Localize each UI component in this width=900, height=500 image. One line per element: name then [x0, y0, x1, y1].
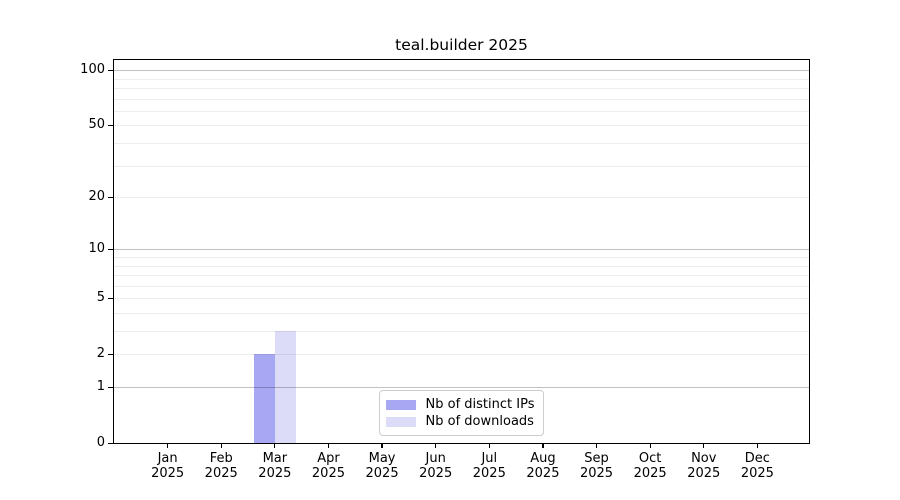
bar-distinct-ips: [253, 354, 275, 443]
x-tick-label: Apr 2025: [296, 451, 360, 481]
legend-row: Nb of downloads: [385, 413, 535, 430]
y-tick-label: 100: [80, 62, 105, 78]
y-tick-mark: [108, 196, 113, 198]
x-tick-mark: [649, 444, 651, 448]
grid-line-minor: [114, 143, 809, 145]
x-tick-month: Oct: [638, 451, 662, 466]
x-tick-label: Mar 2025: [243, 451, 307, 481]
x-tick-mark: [327, 444, 330, 448]
x-tick-label: Jan 2025: [136, 451, 200, 481]
x-tick-year: 2025: [419, 466, 453, 481]
bar-downloads: [274, 331, 296, 443]
x-tick-month: Mar: [262, 451, 288, 466]
grid-line-minor: [114, 312, 809, 314]
x-tick-label: Feb 2025: [189, 451, 253, 481]
x-tick-month: Nov: [691, 451, 717, 466]
legend: Nb of distinct IPs Nb of downloads: [378, 390, 545, 436]
x-tick-month: May: [368, 451, 396, 466]
x-tick-mark: [488, 444, 490, 448]
y-tick-mark: [108, 442, 113, 444]
y-tick-mark: [108, 353, 113, 355]
x-tick-mark: [542, 444, 544, 448]
y-tick-label: 20: [88, 189, 105, 205]
y-tick-mark: [108, 386, 113, 388]
x-tick-label: Aug 2025: [511, 451, 575, 481]
grid-line-minor: [114, 110, 809, 112]
grid-line-minor: [114, 257, 809, 258]
x-tick-month: Jul: [481, 451, 498, 466]
grid-line-major: [114, 70, 809, 72]
grid-line-minor: [114, 331, 809, 333]
x-tick-year: 2025: [579, 466, 614, 481]
x-tick-mark: [274, 444, 276, 448]
x-tick-label: Sep 2025: [565, 451, 629, 481]
y-tick-label: 1: [96, 379, 105, 394]
grid-line-minor: [114, 197, 809, 199]
x-tick-mark: [703, 444, 705, 448]
x-tick-month: Dec: [744, 451, 770, 466]
grid-line-minor: [114, 265, 809, 267]
grid-line-minor: [114, 285, 809, 287]
grid-line-major: [114, 387, 809, 388]
legend-swatch: [385, 399, 416, 410]
y-tick-label: 2: [96, 346, 105, 362]
grid-line-minor: [114, 275, 809, 277]
x-tick-year: 2025: [740, 466, 774, 481]
legend-label: Nb of distinct IPs: [425, 397, 535, 412]
y-tick-label: 10: [88, 241, 105, 257]
x-tick-month: Jun: [425, 451, 446, 466]
legend-row: Nb of distinct IPs: [385, 396, 535, 413]
x-tick-year: 2025: [633, 466, 667, 481]
x-tick-year: 2025: [258, 466, 292, 481]
chart-title: teal.builder 2025: [395, 36, 528, 54]
grid-line-minor: [114, 125, 809, 127]
y-tick-mark: [108, 297, 113, 299]
x-tick-month: Feb: [209, 451, 233, 466]
x-tick-year: 2025: [472, 466, 506, 481]
grid-line-major: [114, 249, 809, 251]
x-tick-month: Jan: [157, 451, 178, 466]
grid-line-minor: [114, 298, 809, 300]
x-tick-mark: [756, 444, 758, 448]
x-tick-year: 2025: [687, 466, 721, 481]
x-tick-mark: [167, 444, 169, 448]
x-tick-mark: [595, 444, 598, 448]
grid-line-minor: [114, 165, 809, 167]
grid-line-minor: [114, 354, 809, 356]
grid-line-minor: [114, 98, 809, 100]
y-tick-mark: [108, 69, 113, 71]
x-tick-mark: [435, 444, 437, 448]
legend-swatch: [385, 416, 416, 427]
x-tick-label: Jul 2025: [457, 451, 521, 481]
x-tick-year: 2025: [151, 466, 185, 481]
x-tick-label: Dec 2025: [725, 451, 789, 481]
x-tick-month: Sep: [584, 451, 609, 466]
legend-label: Nb of downloads: [425, 414, 534, 429]
grid-line-minor: [114, 78, 809, 80]
x-tick-year: 2025: [365, 466, 399, 481]
x-tick-label: Jun 2025: [404, 451, 468, 481]
y-tick-mark: [108, 248, 113, 250]
y-tick-label: 50: [88, 117, 105, 133]
x-tick-year: 2025: [311, 466, 345, 481]
y-tick-label: 5: [96, 290, 105, 306]
x-tick-label: Nov 2025: [672, 451, 736, 481]
x-tick-month: Apr: [317, 451, 340, 466]
x-tick-year: 2025: [526, 466, 560, 481]
plot-area: Nb of distinct IPs Nb of downloads: [113, 59, 810, 444]
x-tick-label: May 2025: [350, 451, 414, 481]
y-tick-label: 0: [96, 435, 105, 450]
x-tick-mark: [220, 444, 222, 448]
x-tick-mark: [381, 444, 383, 448]
grid-line-minor: [114, 88, 809, 90]
y-tick-mark: [108, 124, 113, 127]
x-tick-year: 2025: [204, 466, 238, 481]
x-tick-label: Oct 2025: [618, 451, 682, 481]
x-tick-month: Aug: [530, 451, 556, 466]
